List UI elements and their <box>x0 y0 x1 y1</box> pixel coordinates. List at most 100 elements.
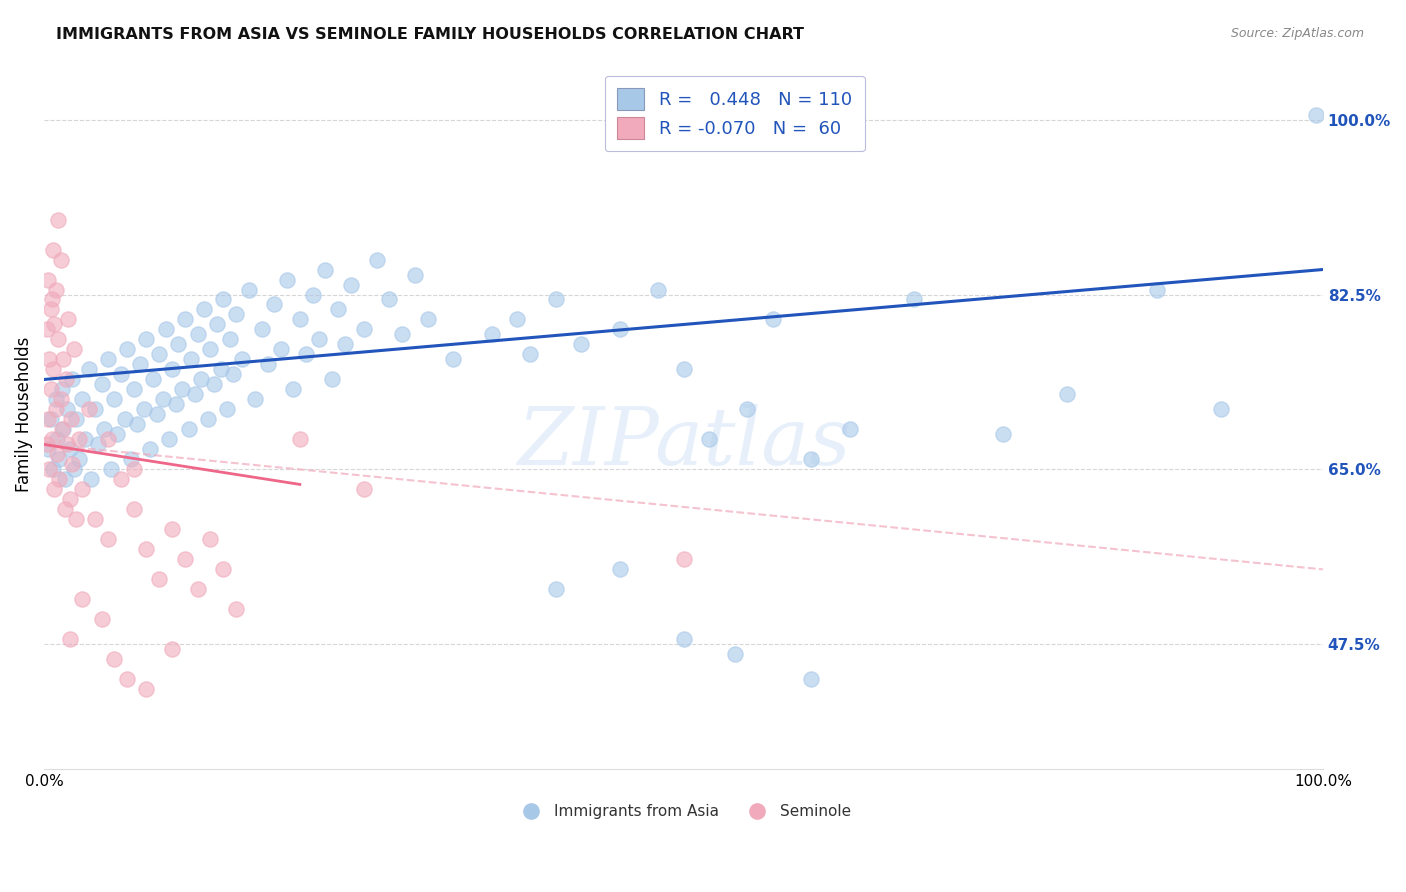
Point <box>67 433 90 447</box>
Point <box>38 352 60 367</box>
Point <box>122 502 145 516</box>
Point <box>132 402 155 417</box>
Point <box>353 322 375 336</box>
Point <box>59 492 82 507</box>
Point <box>441 352 464 367</box>
Point <box>105 427 128 442</box>
Point <box>391 327 413 342</box>
Point <box>51 422 73 436</box>
Point <box>321 372 343 386</box>
Point <box>60 372 83 386</box>
Point <box>90 377 112 392</box>
Point <box>762 312 785 326</box>
Point <box>190 372 212 386</box>
Point <box>838 422 860 436</box>
Point <box>45 447 67 461</box>
Point <box>127 417 149 432</box>
Point <box>135 333 157 347</box>
Point <box>60 458 83 472</box>
Point <box>35 437 58 451</box>
Point <box>59 442 82 457</box>
Point <box>38 462 60 476</box>
Point <box>42 462 65 476</box>
Point <box>44 483 66 497</box>
Point <box>90 612 112 626</box>
Point <box>52 422 75 436</box>
Point <box>49 392 72 407</box>
Point <box>155 322 177 336</box>
Point <box>218 333 240 347</box>
Point <box>115 673 138 687</box>
Point <box>44 318 66 332</box>
Point <box>200 533 222 547</box>
Point <box>48 472 70 486</box>
Point <box>93 422 115 436</box>
Point <box>72 483 94 497</box>
Point <box>609 562 631 576</box>
Point <box>110 368 132 382</box>
Point <box>115 343 138 357</box>
Point <box>238 283 260 297</box>
Point <box>45 392 67 407</box>
Point <box>110 472 132 486</box>
Point <box>114 412 136 426</box>
Point <box>122 383 145 397</box>
Point <box>65 512 87 526</box>
Y-axis label: Family Households: Family Households <box>15 337 32 492</box>
Point <box>609 322 631 336</box>
Point <box>35 322 58 336</box>
Point <box>366 252 388 267</box>
Point <box>45 402 67 417</box>
Point <box>197 412 219 426</box>
Point <box>1305 107 1327 121</box>
Point <box>148 347 170 361</box>
Point <box>49 252 72 267</box>
Point <box>506 312 529 326</box>
Text: IMMIGRANTS FROM ASIA VS SEMINOLE FAMILY HOUSEHOLDS CORRELATION CHART: IMMIGRANTS FROM ASIA VS SEMINOLE FAMILY … <box>56 27 804 42</box>
Point <box>212 293 235 307</box>
Point <box>42 362 65 376</box>
Point <box>340 277 363 292</box>
Point <box>200 343 222 357</box>
Point <box>993 427 1015 442</box>
Point <box>65 412 87 426</box>
Point <box>152 392 174 407</box>
Point <box>87 437 110 451</box>
Point <box>135 682 157 697</box>
Point <box>165 397 187 411</box>
Point <box>72 392 94 407</box>
Point <box>222 368 245 382</box>
Point <box>122 462 145 476</box>
Point <box>167 337 190 351</box>
Point <box>46 212 69 227</box>
Point <box>544 582 567 597</box>
Point <box>160 523 183 537</box>
Point <box>205 318 228 332</box>
Point <box>56 437 79 451</box>
Point <box>184 387 207 401</box>
Point <box>173 552 195 566</box>
Point <box>301 287 323 301</box>
Point <box>103 652 125 666</box>
Point <box>225 308 247 322</box>
Point <box>59 632 82 647</box>
Point <box>41 293 63 307</box>
Point <box>135 542 157 557</box>
Point <box>177 422 200 436</box>
Point <box>276 272 298 286</box>
Point <box>416 312 439 326</box>
Point <box>187 582 209 597</box>
Point <box>52 352 75 367</box>
Point <box>37 272 59 286</box>
Point <box>84 512 107 526</box>
Point <box>288 433 311 447</box>
Point <box>160 362 183 376</box>
Point <box>55 372 77 386</box>
Point <box>172 383 194 397</box>
Point <box>80 472 103 486</box>
Point <box>45 283 67 297</box>
Point <box>180 352 202 367</box>
Point <box>160 642 183 657</box>
Point <box>283 383 305 397</box>
Point <box>231 352 253 367</box>
